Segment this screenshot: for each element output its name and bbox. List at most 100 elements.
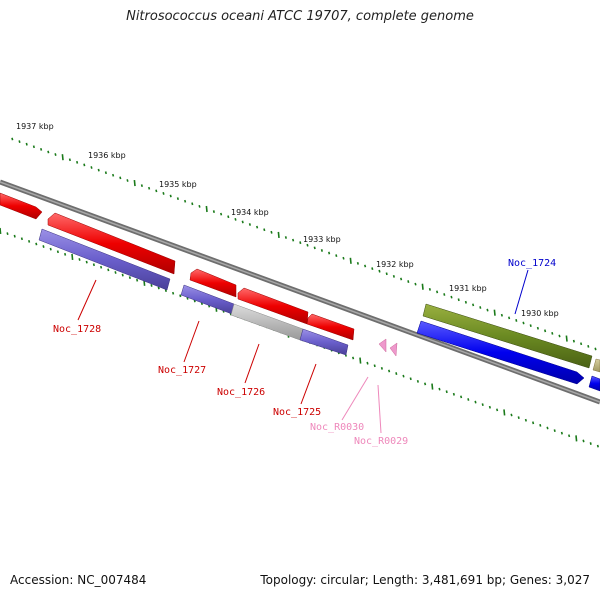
gene-label-noc1728[interactable]: Noc_1728 xyxy=(53,324,101,335)
ruler-tick xyxy=(479,306,482,309)
ruler-tick xyxy=(524,418,527,422)
ruler-tick xyxy=(356,262,359,265)
ruler-tick xyxy=(474,400,477,404)
ruler-tick xyxy=(241,220,244,224)
ruler-tick xyxy=(481,403,484,407)
ruler-tick xyxy=(90,166,93,169)
ruler-tick xyxy=(83,163,86,167)
ruler-tick xyxy=(580,342,583,346)
gene-feature-noc1728[interactable] xyxy=(38,228,171,291)
gene-feature-noc1723[interactable] xyxy=(588,375,600,392)
ruler-tick xyxy=(378,269,381,273)
ruler-tick xyxy=(155,189,158,193)
ruler-tick xyxy=(54,153,57,156)
ruler-tick xyxy=(486,308,489,312)
ruler-tick xyxy=(493,309,496,316)
ruler-tick xyxy=(349,257,352,264)
outer-ruler xyxy=(11,137,597,351)
gene-feature-noc1729[interactable] xyxy=(0,192,43,220)
gene-label-nocr0029[interactable]: Noc_R0029 xyxy=(354,436,408,447)
map-title: Nitrosococcus oceani ATCC 19707, complet… xyxy=(126,9,474,24)
ruler-tick xyxy=(380,366,383,370)
ruler-tick xyxy=(582,439,585,443)
ruler-tick xyxy=(488,405,491,409)
ruler-tick xyxy=(169,194,172,198)
ruler-tick xyxy=(140,184,143,188)
ruler-tick xyxy=(150,284,153,287)
gene-label-noc1726[interactable]: Noc_1726 xyxy=(217,387,265,398)
ruler-tick xyxy=(565,335,568,342)
ruler-tick xyxy=(270,230,273,234)
gene-feature-nocr0030[interactable] xyxy=(378,338,387,353)
ruler-tick xyxy=(431,383,434,390)
ruler-tick xyxy=(263,228,266,232)
ruler-tick xyxy=(11,137,14,141)
ruler-tick xyxy=(107,268,110,272)
ruler-tick xyxy=(373,364,376,368)
label-leaders xyxy=(77,269,529,434)
ruler-tick xyxy=(234,217,237,221)
ruler-tick xyxy=(522,321,525,325)
ruler-tick xyxy=(256,225,259,229)
ruler-tick xyxy=(68,158,71,162)
tick-label-1936: 1936 kbp xyxy=(88,151,126,160)
ruler-tick xyxy=(560,431,563,435)
ruler-tick xyxy=(572,339,575,343)
ruler-tick xyxy=(172,291,175,295)
gene-label-nocr0030[interactable]: Noc_R0030 xyxy=(310,422,364,433)
gene-feature-noc1724[interactable] xyxy=(416,320,585,385)
ruler-tick xyxy=(594,347,597,351)
ruler-tick xyxy=(352,356,355,360)
ruler-tick xyxy=(133,179,136,187)
ruler-tick xyxy=(457,298,460,302)
ruler-tick xyxy=(414,282,417,286)
ruler-tick xyxy=(364,264,367,268)
ruler-tick xyxy=(460,395,463,399)
ruler-tick xyxy=(6,232,9,235)
ruler-tick xyxy=(64,252,67,256)
ruler-tick xyxy=(47,150,50,154)
gene-feature-noc1724-olive[interactable] xyxy=(422,303,593,369)
ruler-tick xyxy=(467,398,470,401)
ruler-tick xyxy=(313,246,316,250)
gene-feature-noc1727-red[interactable] xyxy=(189,268,237,298)
gene-label-noc1727[interactable]: Noc_1727 xyxy=(158,365,206,376)
tick-label-1933: 1933 kbp xyxy=(303,235,341,244)
tick-label-1930: 1930 kbp xyxy=(521,309,559,318)
gene-label-noc1724[interactable]: Noc_1724 xyxy=(508,258,556,269)
ruler-tick xyxy=(510,413,513,417)
ruler-tick xyxy=(25,142,28,146)
ruler-tick xyxy=(596,444,599,448)
ruler-tick xyxy=(503,409,506,416)
ruler-tick xyxy=(529,324,532,328)
ruler-tick xyxy=(424,382,427,386)
ruler-tick xyxy=(227,215,230,219)
ruler-tick xyxy=(299,241,302,245)
ruler-tick xyxy=(179,294,182,298)
tick-labels: 1937 kbp 1936 kbp 1935 kbp 1934 kbp 1933… xyxy=(16,122,559,318)
ruler-tick xyxy=(112,173,115,177)
gene-feature-noc1726-red[interactable] xyxy=(237,287,309,325)
gene-labels: Noc_1728 Noc_1727 Noc_1726 Noc_1725 Noc_… xyxy=(53,258,556,447)
ruler-tick xyxy=(284,236,287,239)
ruler-tick xyxy=(546,426,549,430)
tick-label-1932: 1932 kbp xyxy=(376,260,414,269)
ruler-tick xyxy=(371,267,374,270)
ruler-tick xyxy=(121,273,124,277)
ruler-tick xyxy=(0,227,2,235)
ruler-tick xyxy=(20,237,23,241)
ruler-tick xyxy=(85,260,88,264)
gene-label-noc1725[interactable]: Noc_1725 xyxy=(273,407,321,418)
ruler-tick xyxy=(76,160,79,164)
gene-feature-tan[interactable] xyxy=(592,358,600,373)
ruler-tick xyxy=(388,369,391,373)
ruler-tick xyxy=(28,239,31,243)
gene-feature-noc1725[interactable] xyxy=(299,328,349,356)
gene-feature-noc1725-red[interactable] xyxy=(306,313,355,341)
gene-feature-nocr0029[interactable] xyxy=(389,342,398,357)
gene-feature-noc1728-red[interactable] xyxy=(47,212,176,275)
ruler-tick xyxy=(292,238,295,242)
ruler-tick xyxy=(205,205,208,213)
ruler-tick xyxy=(114,271,117,274)
